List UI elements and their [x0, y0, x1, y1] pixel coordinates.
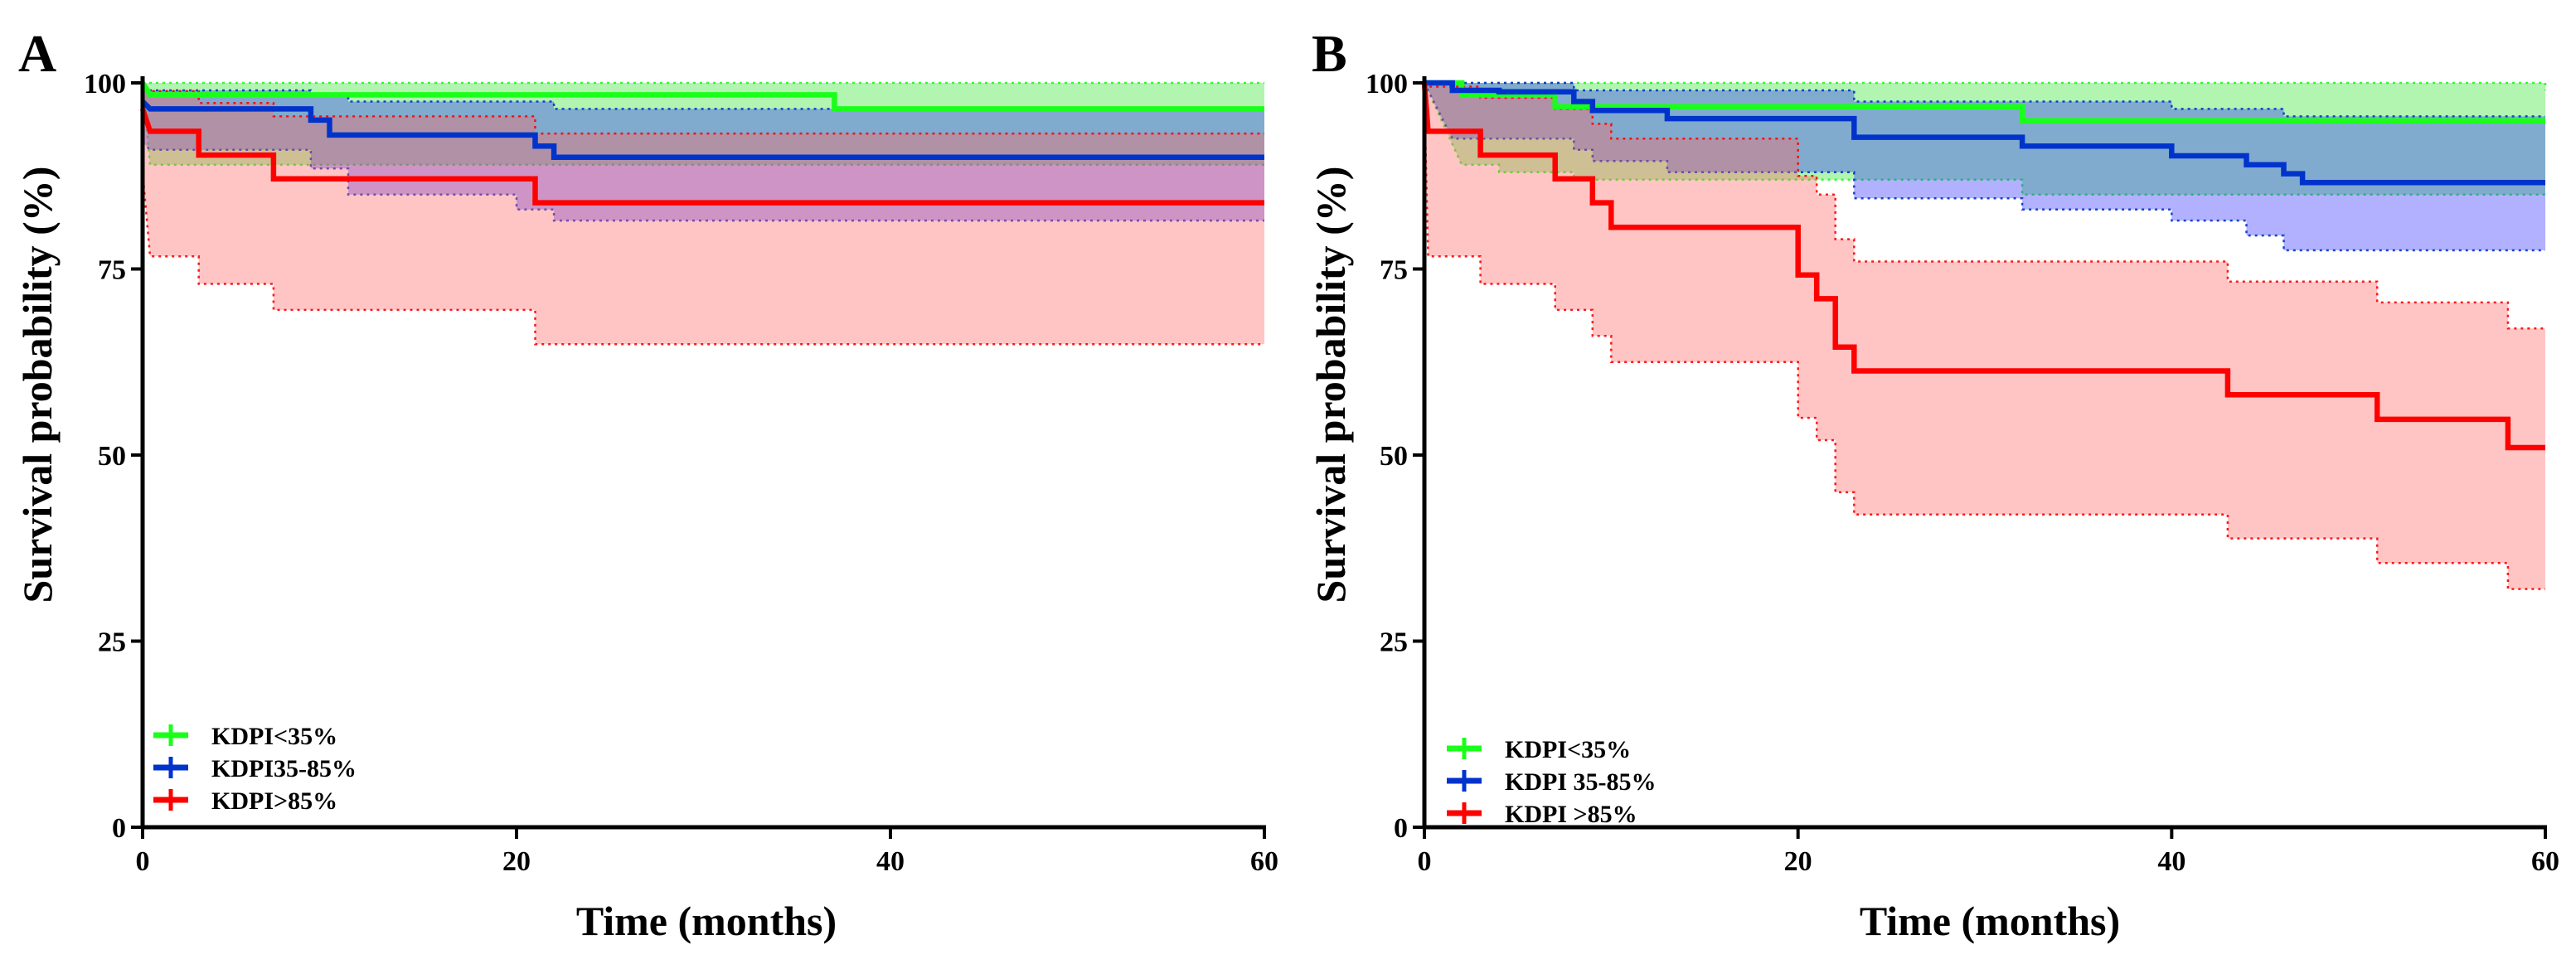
legend-item-lt35-b: KDPI<35%	[1447, 736, 1631, 763]
legend-label-35-85-a: KDPI35-85%	[211, 755, 357, 782]
y-tick-label-25-b: 25	[1380, 627, 1408, 658]
ci-lower-gt85-b	[1423, 94, 2545, 590]
panel-letter-a: A	[18, 24, 56, 83]
y-tick-label-100-b: 100	[1366, 69, 1408, 99]
panel-letter-b: B	[1312, 24, 1347, 83]
ci-lower-35-85-a	[142, 141, 1264, 222]
panel-a: A Survival probability (%) Time (months)…	[14, 24, 1278, 944]
survival-curve-35-85-b	[1424, 80, 2545, 186]
legend-item-gt85-a: KDPI>85%	[153, 787, 337, 815]
legend-label-gt85-b: KDPI >85%	[1505, 801, 1637, 828]
legend-label-lt35-a: KDPI<35%	[211, 723, 337, 750]
x-tick-label-0-b: 0	[1418, 846, 1432, 877]
y-tick-label-50-b: 50	[1380, 441, 1408, 472]
y-tick-label-0-a: 0	[112, 813, 126, 844]
legend-item-lt35-a: KDPI<35%	[153, 723, 337, 750]
x-tick-label-0-a: 0	[136, 846, 150, 877]
legend-a: KDPI<35% KDPI35-85% KDPI>85%	[153, 723, 357, 815]
curves-b	[1421, 80, 2545, 451]
ci-band-gt85-a	[143, 83, 1264, 345]
survival-curve-gt85-a	[139, 108, 1264, 206]
x-axis-title-a: Time (months)	[576, 898, 837, 944]
y-tick-label-25-a: 25	[98, 627, 126, 658]
legend-b: KDPI<35% KDPI 35-85% KDPI >85%	[1447, 736, 1657, 828]
curves-a	[139, 81, 1264, 206]
y-axis-title-b: Survival probability (%)	[1307, 167, 1354, 603]
x-tick-label-40-a: 40	[876, 846, 905, 877]
survival-curve-gt85-b	[1421, 82, 2545, 451]
ci-band-lt35-a	[143, 83, 1264, 165]
ci-upper-gt85-b	[1424, 82, 2545, 330]
y-tick-label-100-a: 100	[84, 69, 126, 99]
survival-curve-35-85-a	[140, 99, 1264, 161]
x-axis-title-b: Time (months)	[1860, 898, 2120, 944]
legend-label-lt35-b: KDPI<35%	[1505, 736, 1631, 763]
ci-upper-35-85-a	[143, 89, 1264, 110]
axes-a: 0 25 50 75 100 0 20 40 60	[84, 69, 1278, 877]
ci-band-35-85-b	[1424, 83, 2545, 250]
x-tick-label-60-a: 60	[1250, 846, 1278, 877]
panel-b: B Survival probability (%) Time (months)…	[1307, 24, 2559, 944]
y-tick-label-75-a: 75	[98, 255, 126, 286]
y-tick-label-0-b: 0	[1394, 813, 1408, 844]
legend-label-gt85-a: KDPI>85%	[211, 787, 337, 815]
ci-band-gt85-b	[1424, 83, 2545, 589]
legend-item-35-85-b: KDPI 35-85%	[1447, 768, 1657, 796]
legend-label-35-85-b: KDPI 35-85%	[1505, 768, 1657, 796]
axes-b: 0 25 50 75 100 0 20 40 60	[1366, 69, 2559, 877]
y-axis-title-a: Survival probability (%)	[14, 167, 61, 603]
legend-item-gt85-b: KDPI >85%	[1447, 801, 1637, 828]
ci-upper-35-85-b	[1424, 81, 2545, 118]
x-tick-label-60-b: 60	[2531, 846, 2559, 877]
x-tick-label-40-b: 40	[2157, 846, 2185, 877]
y-tick-label-50-a: 50	[98, 441, 126, 472]
survival-curve-lt35-b	[1424, 80, 2545, 124]
legend-item-35-85-a: KDPI35-85%	[153, 755, 357, 782]
survival-curve-lt35-a	[140, 81, 1264, 112]
ci-lower-gt85-a	[141, 172, 1264, 346]
ci-upper-lt35-b	[1424, 81, 2547, 90]
x-tick-label-20-b: 20	[1784, 846, 1812, 877]
ci-upper-gt85-a	[142, 82, 1264, 135]
y-tick-label-75-b: 75	[1380, 255, 1408, 286]
bands-b	[1423, 81, 2547, 590]
x-tick-label-20-a: 20	[502, 846, 531, 877]
